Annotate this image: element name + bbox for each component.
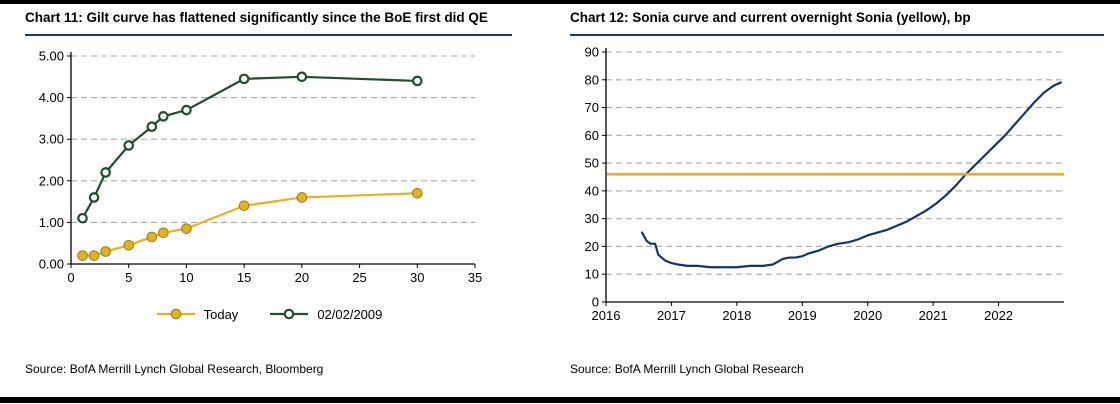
legend-label: Today — [203, 306, 239, 322]
svg-text:5.00: 5.00 — [39, 48, 64, 63]
svg-text:1.00: 1.00 — [39, 215, 64, 230]
svg-text:5: 5 — [125, 270, 132, 285]
svg-text:2021: 2021 — [919, 308, 948, 323]
svg-text:35: 35 — [468, 270, 482, 285]
svg-text:0: 0 — [592, 294, 599, 309]
sonia-curve-chart: 0 10 20 30 40 50 60 70 80 90 2016 2017 2018 2019 2020 2… — [585, 44, 1064, 323]
top-divider — [0, 0, 1120, 4]
svg-text:2022: 2022 — [984, 308, 1013, 323]
svg-text:60: 60 — [585, 128, 599, 143]
svg-text:2018: 2018 — [722, 308, 751, 323]
legend-item-0: Today — [155, 306, 239, 322]
svg-text:2016: 2016 — [592, 308, 621, 323]
chart11-source: Source: BofA Merrill Lynch Global Resear… — [25, 362, 324, 376]
svg-text:25: 25 — [352, 270, 366, 285]
svg-text:20: 20 — [295, 270, 309, 285]
svg-text:50: 50 — [585, 155, 599, 170]
svg-text:30: 30 — [585, 211, 599, 226]
svg-text:20: 20 — [585, 239, 599, 254]
svg-text:10: 10 — [585, 267, 599, 282]
svg-text:4.00: 4.00 — [39, 90, 64, 105]
legend-item-1: 02/02/2009 — [268, 307, 382, 322]
svg-text:90: 90 — [585, 44, 599, 59]
gilt-curve-chart: 0.00 1.00 2.00 3.00 4.00 5.00 0 5 10 15 20 25 30 35 — [39, 48, 483, 285]
chart12-panel: Chart 12: Sonia curve and current overni… — [570, 10, 1104, 392]
svg-text:2.00: 2.00 — [39, 173, 64, 188]
svg-text:0.00: 0.00 — [39, 256, 64, 271]
chart11-panel: Chart 11: Gilt curve has flattened signi… — [25, 10, 512, 392]
legend-marker-icon — [270, 309, 309, 320]
svg-text:40: 40 — [585, 183, 599, 198]
svg-text:10: 10 — [179, 270, 193, 285]
charts-row: Chart 11: Gilt curve has flattened signi… — [25, 10, 1104, 392]
svg-text:15: 15 — [237, 270, 251, 285]
chart11-title: Chart 11: Gilt curve has flattened signi… — [25, 10, 512, 36]
legend-label: 02/02/2009 — [317, 306, 383, 322]
chart12-title: Chart 12: Sonia curve and current overni… — [570, 10, 1104, 36]
svg-text:2019: 2019 — [788, 308, 817, 323]
bottom-divider — [0, 397, 1120, 403]
svg-text:0: 0 — [67, 270, 74, 285]
svg-text:70: 70 — [585, 100, 599, 115]
svg-text:3.00: 3.00 — [39, 132, 64, 147]
svg-text:2020: 2020 — [853, 308, 882, 323]
svg-text:2017: 2017 — [657, 308, 686, 323]
chart11-legend: Today 02/02/2009 — [25, 307, 512, 322]
chart12-plot: 0 10 20 30 40 50 60 70 80 90 2016 2017 2018 2019 2020 2… — [570, 42, 1104, 339]
svg-text:80: 80 — [585, 72, 599, 87]
legend-marker-icon — [156, 309, 195, 320]
svg-text:30: 30 — [410, 270, 424, 285]
chart11-plot: 0.00 1.00 2.00 3.00 4.00 5.00 0 5 10 15 20 25 30 35 — [25, 42, 512, 299]
chart12-source: Source: BofA Merrill Lynch Global Resear… — [570, 362, 804, 376]
